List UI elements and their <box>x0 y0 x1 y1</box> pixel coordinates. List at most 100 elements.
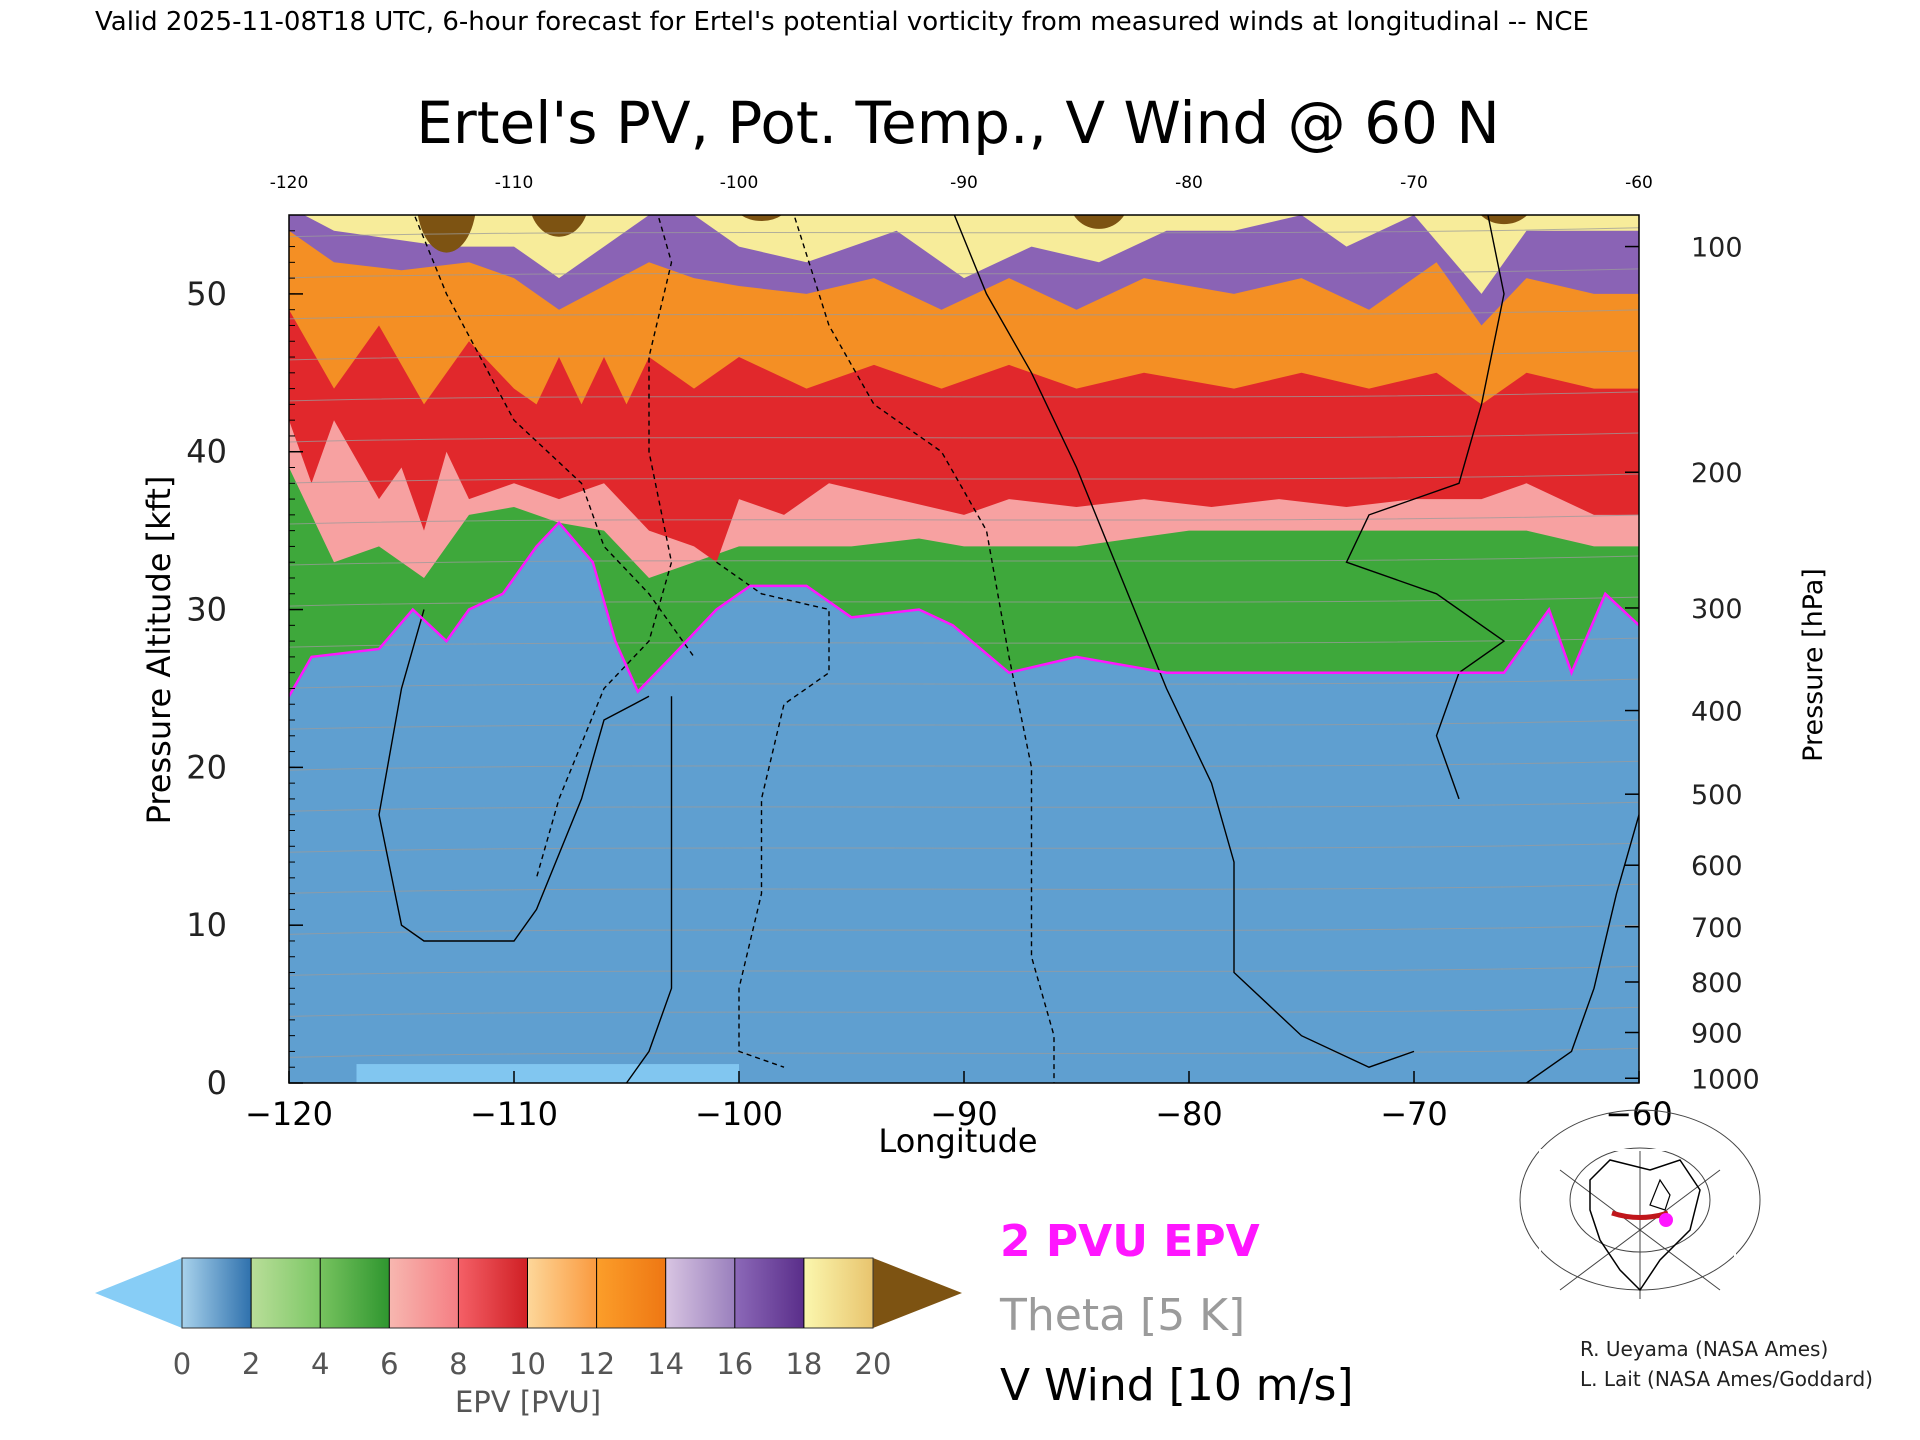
v-wind-contour <box>793 215 1055 1083</box>
x-tick-label-top: -60 <box>1625 173 1653 193</box>
x-tick-label-top: -80 <box>1175 173 1203 193</box>
theta-line <box>289 432 1639 443</box>
inset-position-marker <box>1659 1213 1673 1227</box>
header-caption: Valid 2025-11-08T18 UTC, 6-hour forecast… <box>95 7 1589 37</box>
pv-band-yellow <box>304 215 1639 294</box>
inset-map-background <box>1540 1150 1735 1300</box>
tropopause-2pvu-line <box>289 520 1639 697</box>
theta-line <box>289 268 1639 279</box>
pv-peak-brown <box>1073 215 1125 229</box>
theta-line <box>289 227 1639 238</box>
pv-peak-brown <box>740 215 783 221</box>
theta-line <box>289 678 1639 689</box>
theta-line <box>289 1006 1639 1017</box>
colorbar-segment <box>734 1258 804 1328</box>
y-tick-label: 20 <box>186 748 227 786</box>
pv-bands <box>289 185 1639 1083</box>
colorbar: 0 2 4 6 8 10 12 14 16 18 20 <box>95 1257 962 1381</box>
colorbar-label: EPV [PVU] <box>455 1385 601 1419</box>
axes: −120 -120 −110 -110 −100 -100 −90 -90 −80 -80 −70 -… <box>186 173 1759 1133</box>
pv-peak-brown <box>1480 215 1528 225</box>
colorbar-segment <box>320 1258 390 1328</box>
y-tick-label: 10 <box>186 906 227 944</box>
theta-line <box>289 596 1639 607</box>
pressure-tick-label: 600 <box>1691 851 1743 882</box>
x-tick-label: −110 <box>470 1095 558 1133</box>
colorbar-segment <box>596 1258 666 1328</box>
x-tick-label: −60 <box>1605 1095 1673 1133</box>
credit-line-2: L. Lait (NASA Ames/Goddard) <box>1580 1367 1873 1391</box>
x-tick-label-top: -110 <box>495 173 534 193</box>
x-tick-label-top: -70 <box>1400 173 1428 193</box>
theta-line <box>289 1047 1639 1058</box>
x-tick-label: −90 <box>930 1095 998 1133</box>
colorbar-over-triangle <box>873 1258 962 1328</box>
colorbar-tick-label: 18 <box>785 1347 822 1381</box>
theta-line <box>289 555 1639 566</box>
v-wind-contour <box>953 215 1415 1068</box>
v-wind-contour <box>535 215 673 878</box>
colorbar-tick-label: 2 <box>242 1347 260 1381</box>
colorbar-tick-label: 20 <box>855 1347 892 1381</box>
pressure-tick-label: 200 <box>1691 458 1743 489</box>
theta-line <box>289 350 1639 361</box>
x-tick-label: −80 <box>1155 1095 1223 1133</box>
x-tick-label-top: -90 <box>950 173 978 193</box>
pv-peak-brown <box>1564 185 1624 213</box>
x-tick-label-top: -100 <box>720 173 759 193</box>
v-wind-contour <box>625 696 673 1083</box>
inset-coastline <box>1589 1159 1701 1292</box>
v-wind-contour <box>716 561 830 1068</box>
theta-line <box>289 473 1639 484</box>
pv-peak-brown <box>531 215 587 237</box>
colorbar-segment <box>803 1258 873 1328</box>
credit-line-1: R. Ueyama (NASA Ames) <box>1580 1337 1828 1361</box>
theta-line <box>289 637 1639 648</box>
theta-line <box>289 760 1639 771</box>
pv-peak-brown <box>642 185 702 213</box>
theta-line <box>289 514 1639 525</box>
theta-line <box>289 842 1639 853</box>
colorbar-segment <box>182 1258 252 1328</box>
pv-near-surface <box>356 1064 739 1083</box>
colorbar-tick-label: 8 <box>449 1347 467 1381</box>
pressure-tick-label: 300 <box>1691 594 1743 625</box>
v-wind-contour <box>1345 215 1506 800</box>
colorbar-tick-label: 6 <box>380 1347 398 1381</box>
colorbar-tick-label: 14 <box>647 1347 684 1381</box>
theta-line <box>289 719 1639 730</box>
v-wind-contour <box>1526 814 1639 1083</box>
pressure-tick-label: 700 <box>1691 913 1743 944</box>
colorbar-tick-label: 4 <box>311 1347 329 1381</box>
inset-coastline-bay <box>1649 1178 1671 1211</box>
pressure-tick-label: 500 <box>1691 780 1743 811</box>
v-wind-contour <box>413 215 695 658</box>
colorbar-segment <box>458 1258 528 1328</box>
colorbar-tick-label: 0 <box>173 1347 191 1381</box>
pv-peak-brown <box>417 215 476 253</box>
theta-line <box>289 801 1639 812</box>
v-wind-contours <box>378 215 1639 1083</box>
theta-line <box>289 965 1639 976</box>
y-tick-label: 40 <box>186 433 227 471</box>
theta-line <box>289 883 1639 894</box>
inset-map <box>1519 1109 1761 1301</box>
inset-meridian-3 <box>1559 1169 1721 1291</box>
pv-peak-brown <box>1294 193 1354 205</box>
pressure-tick-label: 1000 <box>1691 1064 1760 1095</box>
colorbar-tick-label: 10 <box>509 1347 546 1381</box>
x-tick-label: −120 <box>245 1095 333 1133</box>
colorbar-tick-label: 16 <box>716 1347 753 1381</box>
colorbar-tick-label: 12 <box>578 1347 615 1381</box>
x-tick-label-top: -120 <box>270 173 309 193</box>
legend-theta: Theta [5 K] <box>999 1290 1245 1341</box>
colorbar-segment <box>389 1258 459 1328</box>
y-tick-label: 30 <box>186 591 227 629</box>
pressure-tick-label: 900 <box>1691 1018 1743 1049</box>
y-axis-label-left: Pressure Altitude [kft] <box>140 476 178 825</box>
colorbar-segment <box>251 1258 321 1328</box>
chart-title: Ertel's PV, Pot. Temp., V Wind @ 60 N <box>416 89 1499 157</box>
x-axis-label: Longitude <box>878 1122 1037 1160</box>
theta-line <box>289 391 1639 402</box>
